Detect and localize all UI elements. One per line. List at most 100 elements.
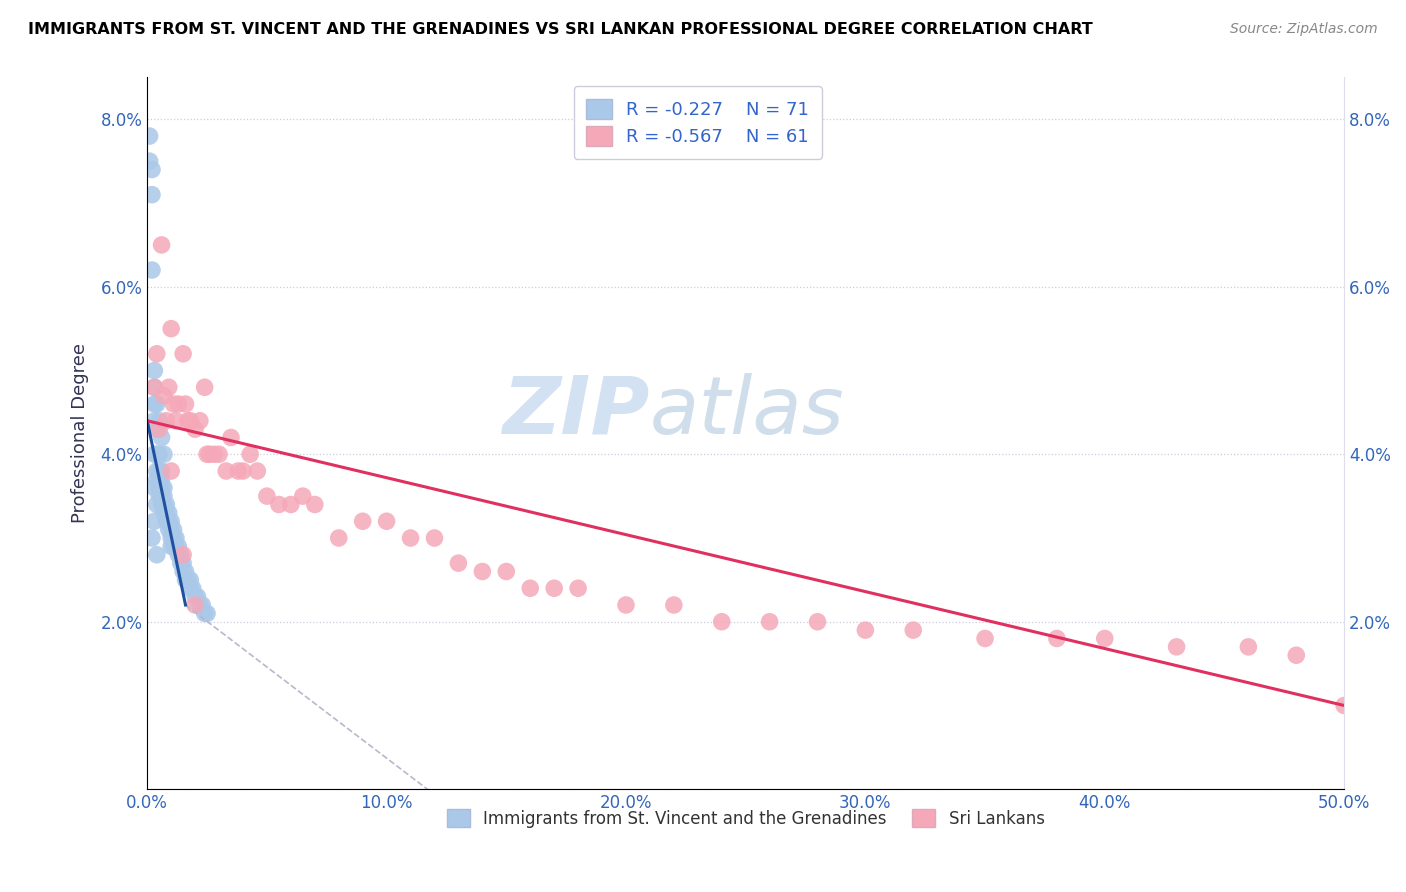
Point	[162, 531, 184, 545]
Point	[179, 581, 201, 595]
Point	[138, 129, 160, 144]
Point	[150, 489, 173, 503]
Point	[208, 447, 231, 461]
Point	[162, 540, 184, 554]
Y-axis label: Professional Degree: Professional Degree	[72, 343, 89, 524]
Point	[155, 498, 177, 512]
Point	[143, 414, 166, 428]
Point	[423, 531, 446, 545]
Point	[141, 531, 163, 545]
Point	[167, 397, 190, 411]
Point	[1046, 632, 1069, 646]
Point	[375, 514, 398, 528]
Point	[184, 422, 207, 436]
Point	[153, 489, 176, 503]
Point	[181, 581, 204, 595]
Point	[202, 447, 225, 461]
Point	[148, 422, 170, 436]
Point	[143, 380, 166, 394]
Point	[146, 464, 169, 478]
Point	[160, 514, 183, 528]
Point	[160, 321, 183, 335]
Point	[143, 481, 166, 495]
Text: atlas: atlas	[650, 373, 845, 451]
Point	[160, 523, 183, 537]
Point	[188, 598, 211, 612]
Point	[232, 464, 254, 478]
Point	[471, 565, 494, 579]
Point	[256, 489, 278, 503]
Point	[399, 531, 422, 545]
Point	[239, 447, 262, 461]
Point	[172, 347, 194, 361]
Point	[148, 489, 170, 503]
Point	[146, 498, 169, 512]
Point	[148, 414, 170, 428]
Point	[148, 464, 170, 478]
Point	[160, 531, 183, 545]
Point	[165, 540, 187, 554]
Point	[267, 498, 290, 512]
Point	[157, 523, 180, 537]
Point	[153, 498, 176, 512]
Point	[162, 397, 184, 411]
Point	[853, 623, 876, 637]
Point	[1333, 698, 1355, 713]
Point	[146, 422, 169, 436]
Point	[153, 389, 176, 403]
Point	[150, 498, 173, 512]
Point	[177, 414, 200, 428]
Point	[246, 464, 269, 478]
Point	[1166, 640, 1188, 654]
Point	[141, 162, 163, 177]
Point	[662, 598, 685, 612]
Point	[174, 565, 197, 579]
Point	[157, 380, 180, 394]
Point	[219, 430, 242, 444]
Point	[148, 447, 170, 461]
Point	[172, 565, 194, 579]
Point	[160, 540, 183, 554]
Point	[519, 581, 541, 595]
Point	[146, 548, 169, 562]
Point	[170, 556, 193, 570]
Point	[194, 607, 217, 621]
Point	[157, 514, 180, 528]
Point	[215, 464, 238, 478]
Point	[143, 397, 166, 411]
Point	[155, 506, 177, 520]
Point	[291, 489, 314, 503]
Point	[495, 565, 517, 579]
Point	[352, 514, 374, 528]
Point	[157, 506, 180, 520]
Point	[194, 380, 217, 394]
Point	[153, 481, 176, 495]
Point	[186, 590, 208, 604]
Point	[174, 573, 197, 587]
Point	[280, 498, 302, 512]
Point	[1094, 632, 1116, 646]
Point	[174, 397, 197, 411]
Point	[148, 472, 170, 486]
Point	[146, 397, 169, 411]
Point	[141, 187, 163, 202]
Point	[806, 615, 828, 629]
Point	[143, 363, 166, 377]
Point	[172, 548, 194, 562]
Point	[177, 573, 200, 587]
Point	[179, 414, 201, 428]
Point	[143, 514, 166, 528]
Point	[165, 414, 187, 428]
Point	[170, 548, 193, 562]
Point	[148, 481, 170, 495]
Point	[153, 506, 176, 520]
Point	[226, 464, 249, 478]
Point	[184, 598, 207, 612]
Point	[198, 447, 221, 461]
Point	[155, 414, 177, 428]
Point	[150, 238, 173, 252]
Point	[138, 154, 160, 169]
Point	[150, 430, 173, 444]
Point	[143, 447, 166, 461]
Point	[167, 540, 190, 554]
